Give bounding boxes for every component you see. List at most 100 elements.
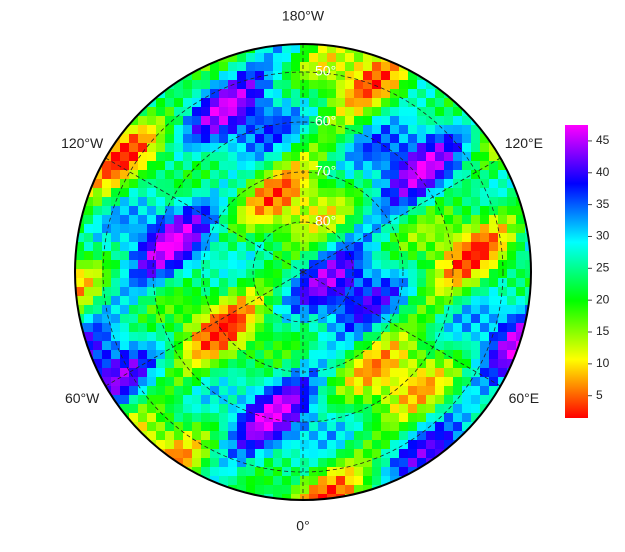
field-cell	[300, 485, 310, 495]
field-cell	[372, 44, 382, 54]
field-cell	[129, 359, 139, 369]
field-cell	[399, 323, 409, 333]
field-cell	[264, 53, 274, 63]
field-cell	[84, 197, 94, 207]
field-cell	[201, 296, 211, 306]
field-cell	[453, 422, 463, 432]
field-cell	[282, 296, 292, 306]
field-cell	[219, 467, 229, 477]
field-cell	[219, 224, 229, 234]
field-cell	[444, 215, 454, 225]
field-cell	[75, 269, 85, 279]
field-cell	[165, 206, 175, 216]
field-cell	[237, 368, 247, 378]
field-cell	[363, 368, 373, 378]
field-cell	[93, 341, 103, 351]
field-cell	[120, 260, 130, 270]
field-cell	[399, 161, 409, 171]
field-cell	[336, 467, 346, 477]
field-cell	[237, 53, 247, 63]
field-cell	[408, 278, 418, 288]
field-cell	[444, 287, 454, 297]
field-cell	[318, 80, 328, 90]
field-cell	[84, 251, 94, 261]
field-cell	[219, 269, 229, 279]
field-cell	[210, 467, 220, 477]
field-cell	[237, 296, 247, 306]
field-cell	[345, 359, 355, 369]
field-cell	[273, 404, 283, 414]
field-cell	[435, 350, 445, 360]
field-cell	[345, 224, 355, 234]
field-cell	[219, 449, 229, 459]
field-cell	[192, 458, 202, 468]
field-cell	[381, 440, 391, 450]
field-cell	[462, 179, 472, 189]
field-cell	[228, 197, 238, 207]
field-cell	[300, 323, 310, 333]
field-cell	[246, 431, 256, 441]
field-cell	[489, 242, 499, 252]
field-cell	[246, 458, 256, 468]
field-cell	[156, 422, 166, 432]
field-cell	[327, 188, 337, 198]
field-cell	[273, 206, 283, 216]
field-cell	[264, 179, 274, 189]
field-cell	[273, 215, 283, 225]
field-cell	[129, 395, 139, 405]
field-cell	[318, 179, 328, 189]
field-cell	[354, 458, 364, 468]
field-cell	[165, 260, 175, 270]
field-cell	[255, 215, 265, 225]
field-cell	[102, 359, 112, 369]
field-cell	[156, 431, 166, 441]
field-cell	[246, 233, 256, 243]
field-cell	[363, 386, 373, 396]
field-cell	[165, 233, 175, 243]
field-cell	[354, 485, 364, 495]
field-cell	[408, 89, 418, 99]
field-cell	[372, 422, 382, 432]
field-cell	[291, 395, 301, 405]
field-cell	[111, 170, 121, 180]
field-cell	[345, 143, 355, 153]
field-cell	[426, 413, 436, 423]
field-cell	[417, 224, 427, 234]
field-cell	[111, 233, 121, 243]
field-cell	[390, 323, 400, 333]
field-cell	[417, 242, 427, 252]
field-cell	[390, 422, 400, 432]
field-cell	[354, 80, 364, 90]
field-cell	[228, 422, 238, 432]
field-cell	[246, 260, 256, 270]
field-cell	[174, 350, 184, 360]
field-cell	[291, 332, 301, 342]
field-cell	[471, 233, 481, 243]
field-cell	[525, 269, 531, 279]
field-cell	[426, 422, 436, 432]
field-cell	[471, 242, 481, 252]
field-cell	[399, 260, 409, 270]
field-cell	[255, 53, 265, 63]
field-cell	[381, 287, 391, 297]
field-cell	[345, 260, 355, 270]
field-cell	[111, 278, 121, 288]
field-cell	[228, 179, 238, 189]
field-cell	[417, 431, 427, 441]
field-cell	[111, 179, 121, 189]
field-cell	[300, 395, 310, 405]
field-cell	[237, 350, 247, 360]
field-cell	[165, 440, 175, 450]
field-cell	[498, 215, 508, 225]
field-cell	[165, 296, 175, 306]
field-cell	[480, 233, 490, 243]
field-cell	[336, 242, 346, 252]
field-cell	[372, 431, 382, 441]
field-cell	[174, 80, 184, 90]
field-cell	[129, 404, 139, 414]
field-cell	[462, 215, 472, 225]
field-cell	[372, 179, 382, 189]
field-cell	[489, 305, 499, 315]
field-cell	[201, 458, 211, 468]
field-cell	[165, 251, 175, 261]
